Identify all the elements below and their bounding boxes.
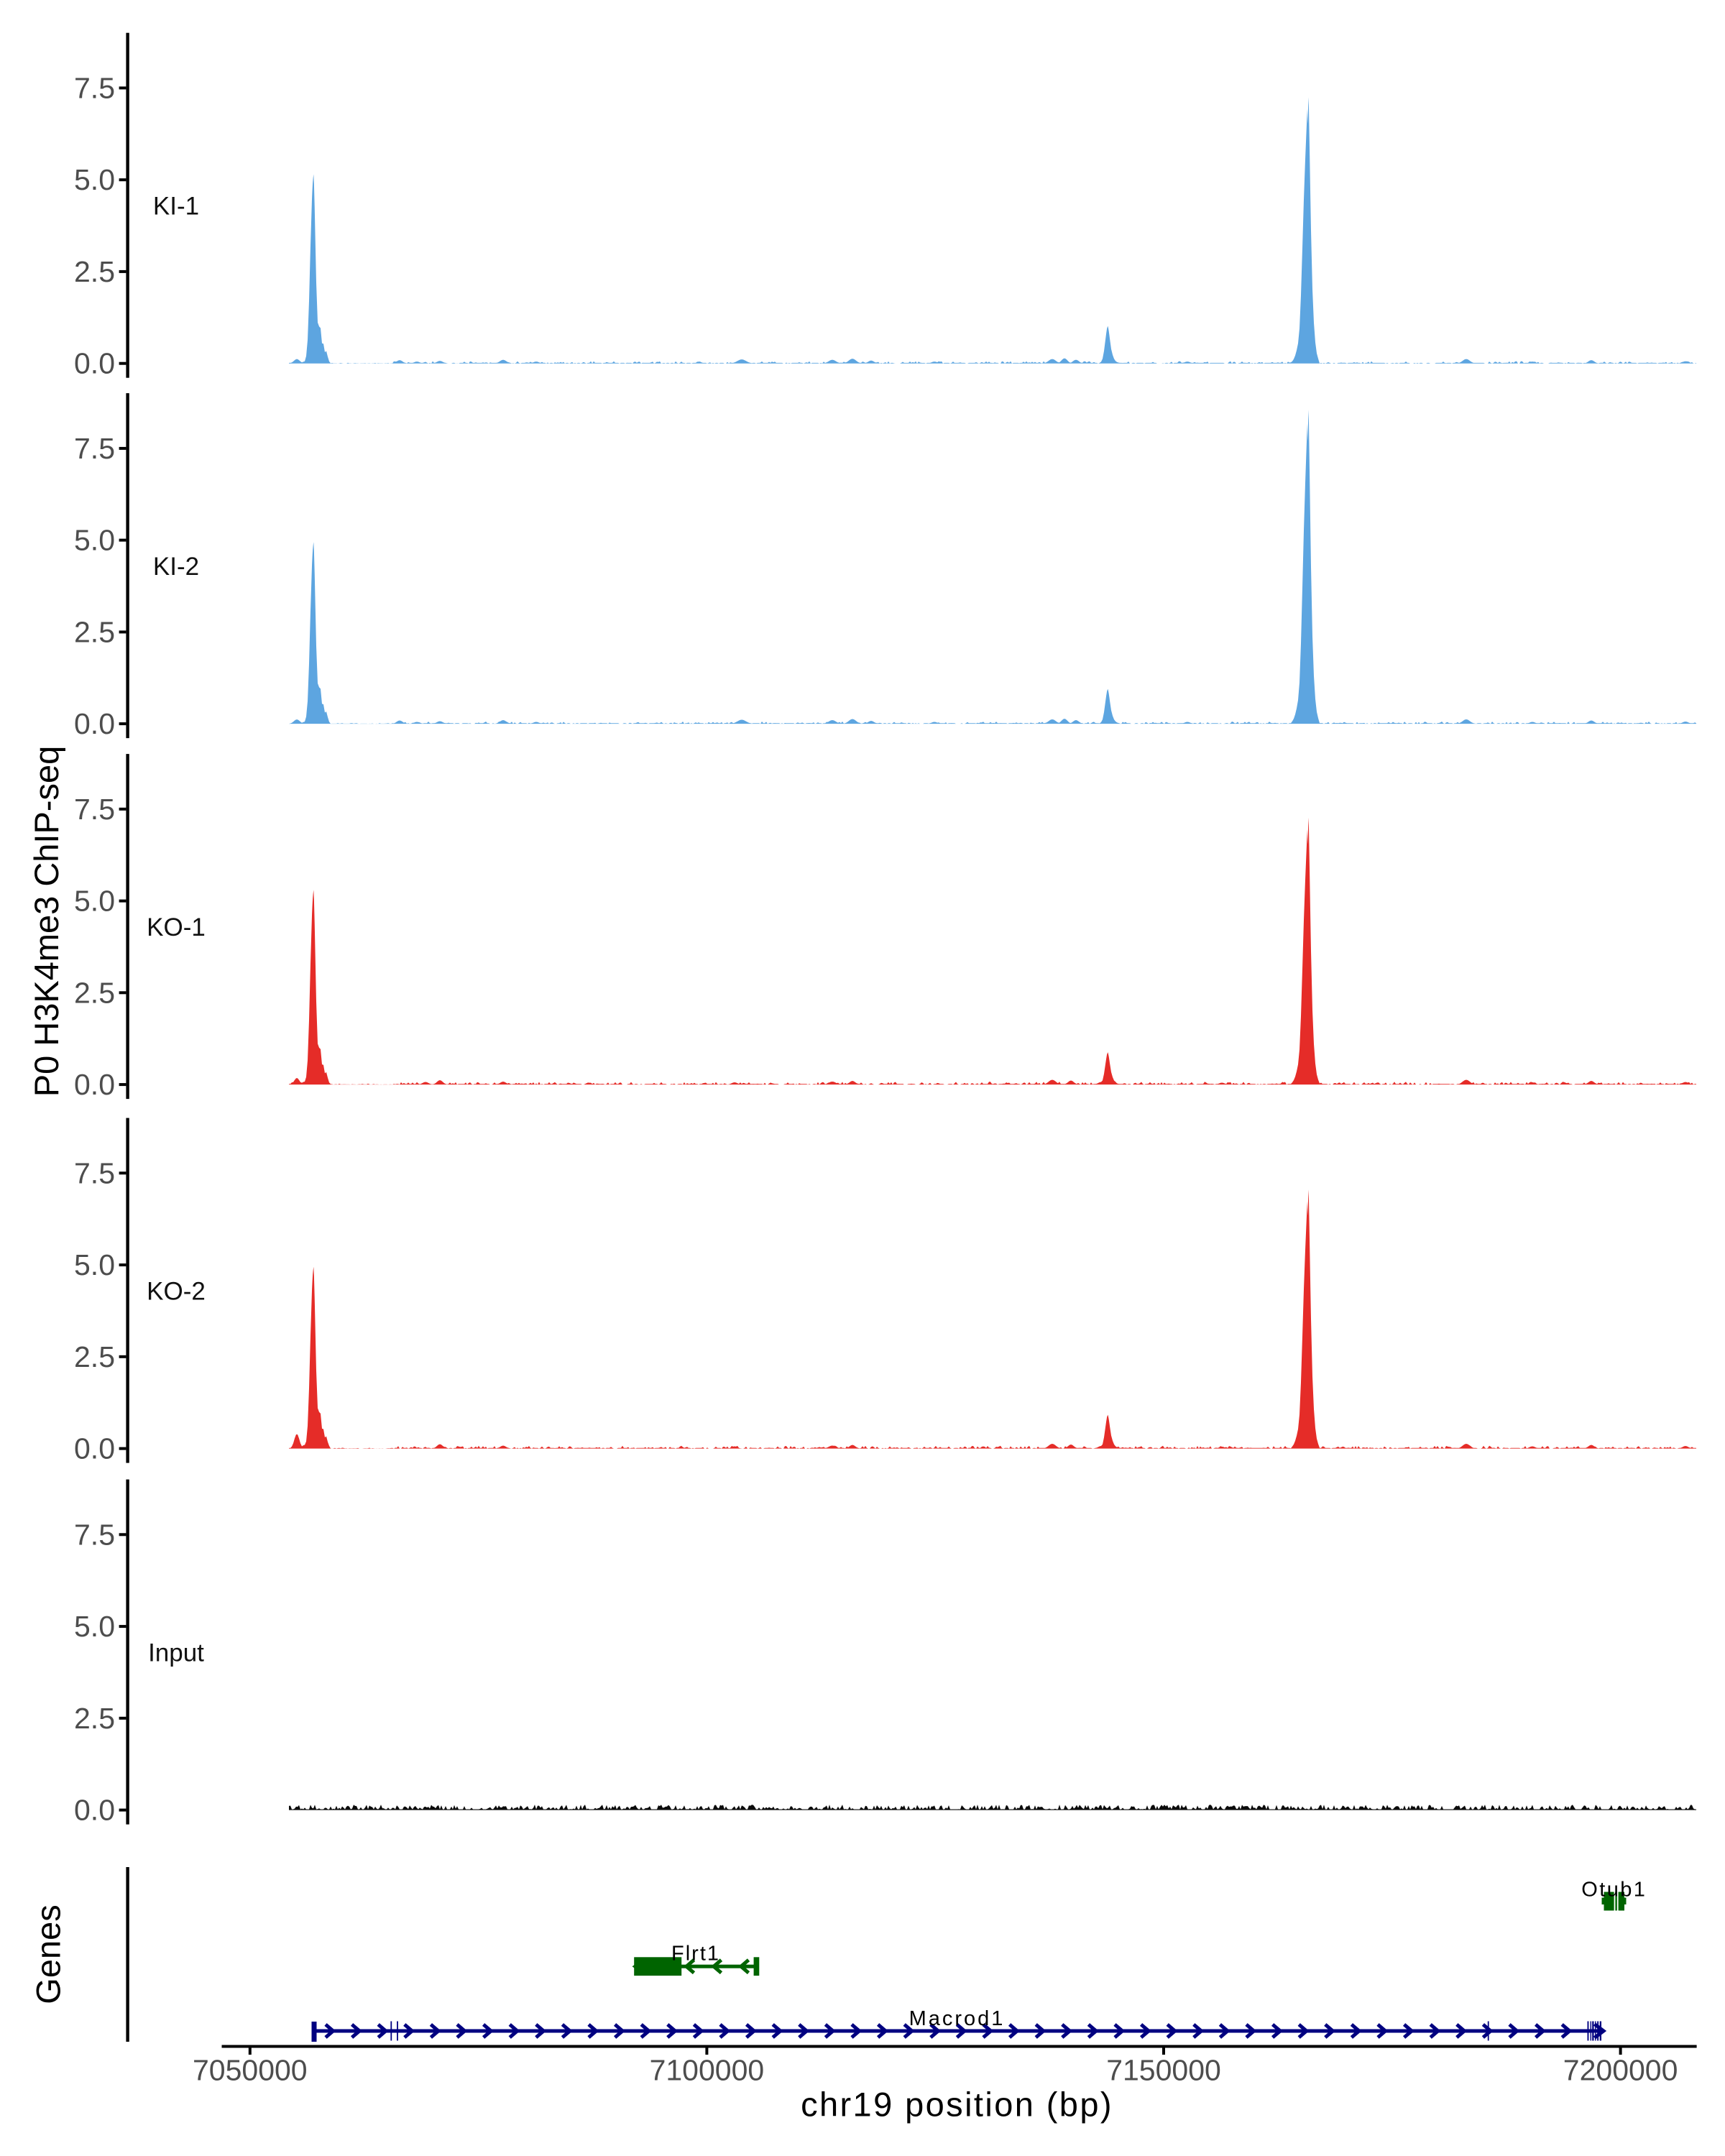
svg-text:5.0: 5.0 <box>74 885 115 918</box>
svg-text:Otub1: Otub1 <box>1581 1878 1647 1901</box>
svg-text:KI-1: KI-1 <box>153 193 199 221</box>
svg-text:2.5: 2.5 <box>74 976 115 1009</box>
svg-text:Genes: Genes <box>29 1904 68 2004</box>
svg-text:0.0: 0.0 <box>74 1068 115 1101</box>
svg-text:7150000: 7150000 <box>1106 2054 1221 2087</box>
svg-text:7.5: 7.5 <box>74 432 115 465</box>
svg-text:7.5: 7.5 <box>74 1156 115 1189</box>
svg-text:0.0: 0.0 <box>74 1794 115 1827</box>
svg-text:7.5: 7.5 <box>74 1518 115 1551</box>
svg-text:Macrod1: Macrod1 <box>909 2007 1006 2030</box>
svg-text:0.0: 0.0 <box>74 707 115 740</box>
svg-text:2.5: 2.5 <box>74 1702 115 1735</box>
svg-text:7200000: 7200000 <box>1563 2054 1678 2087</box>
svg-text:0.0: 0.0 <box>74 1432 115 1465</box>
svg-text:2.5: 2.5 <box>74 255 115 288</box>
svg-text:KO-1: KO-1 <box>147 913 206 941</box>
svg-text:2.5: 2.5 <box>74 615 115 648</box>
svg-text:5.0: 5.0 <box>74 1610 115 1643</box>
svg-text:Flrt1: Flrt1 <box>671 1943 720 1966</box>
svg-text:7100000: 7100000 <box>650 2054 765 2087</box>
svg-text:2.5: 2.5 <box>74 1340 115 1373</box>
svg-text:0.0: 0.0 <box>74 347 115 380</box>
svg-text:KO-2: KO-2 <box>147 1278 206 1306</box>
svg-text:7.5: 7.5 <box>74 71 115 104</box>
svg-text:KI-2: KI-2 <box>153 553 199 581</box>
svg-text:Input: Input <box>148 1639 204 1667</box>
svg-text:5.0: 5.0 <box>74 1248 115 1281</box>
svg-text:5.0: 5.0 <box>74 163 115 196</box>
svg-text:7050000: 7050000 <box>193 2054 308 2087</box>
svg-text:5.0: 5.0 <box>74 524 115 557</box>
svg-text:chr19 position (bp): chr19 position (bp) <box>801 2086 1113 2124</box>
svg-text:P0 H3K4me3 ChIP-seq: P0 H3K4me3 ChIP-seq <box>27 746 65 1097</box>
svg-text:7.5: 7.5 <box>74 793 115 826</box>
